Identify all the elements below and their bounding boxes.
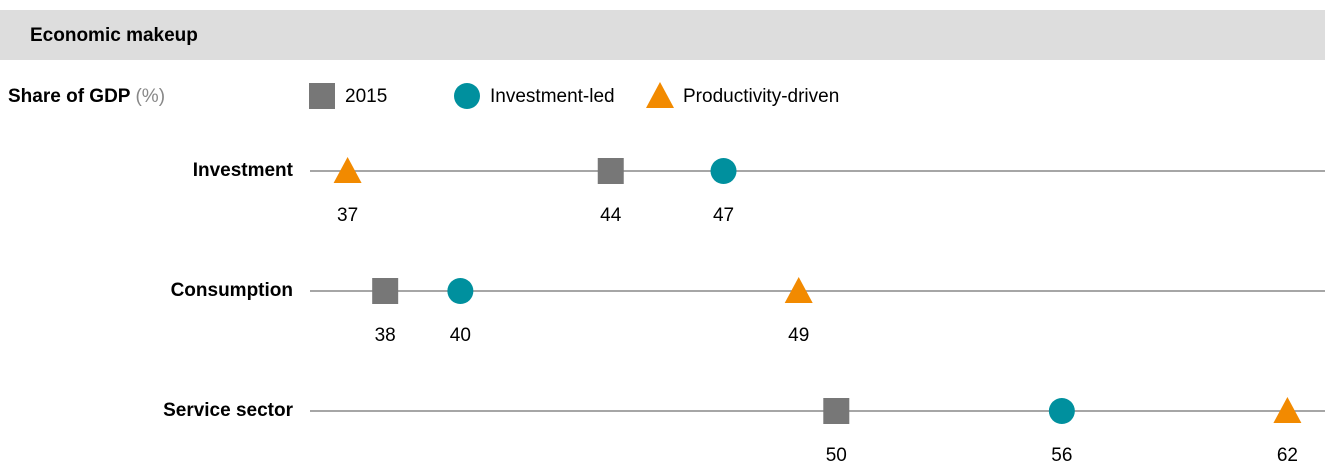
square-marker xyxy=(823,398,850,424)
legend-swatch xyxy=(454,83,480,109)
triangle-marker xyxy=(784,277,813,303)
legend-swatch xyxy=(309,83,335,109)
value-label: 38 xyxy=(375,325,396,346)
circle-marker xyxy=(447,278,474,304)
value-label: 49 xyxy=(788,325,809,346)
value-label: 50 xyxy=(826,445,847,466)
header-band xyxy=(0,10,1325,60)
value-label: 37 xyxy=(337,205,358,226)
value-label: 56 xyxy=(1051,445,1072,466)
value-label: 40 xyxy=(450,325,471,346)
axis-title: Share of GDP (%) xyxy=(8,86,165,107)
legend-label: 2015 xyxy=(345,86,387,107)
square-marker xyxy=(597,158,624,184)
value-label: 47 xyxy=(713,205,734,226)
triangle-marker xyxy=(1273,397,1302,423)
category-label: Service sector xyxy=(163,400,294,421)
category-label: Investment xyxy=(193,160,294,181)
circle-marker xyxy=(1048,398,1075,424)
value-label: 62 xyxy=(1277,445,1298,466)
circle-marker xyxy=(710,158,737,184)
square-marker xyxy=(372,278,399,304)
chart-title: Economic makeup xyxy=(30,25,198,46)
value-label: 44 xyxy=(600,205,622,226)
unit-label: (%) xyxy=(135,86,165,107)
legend-swatch xyxy=(646,82,674,108)
triangle-marker xyxy=(333,157,362,183)
legend-label: Productivity-driven xyxy=(683,86,839,107)
legend-label: Investment-led xyxy=(490,86,615,107)
axis-label: Share of GDP xyxy=(8,86,131,107)
category-label: Consumption xyxy=(171,280,293,301)
